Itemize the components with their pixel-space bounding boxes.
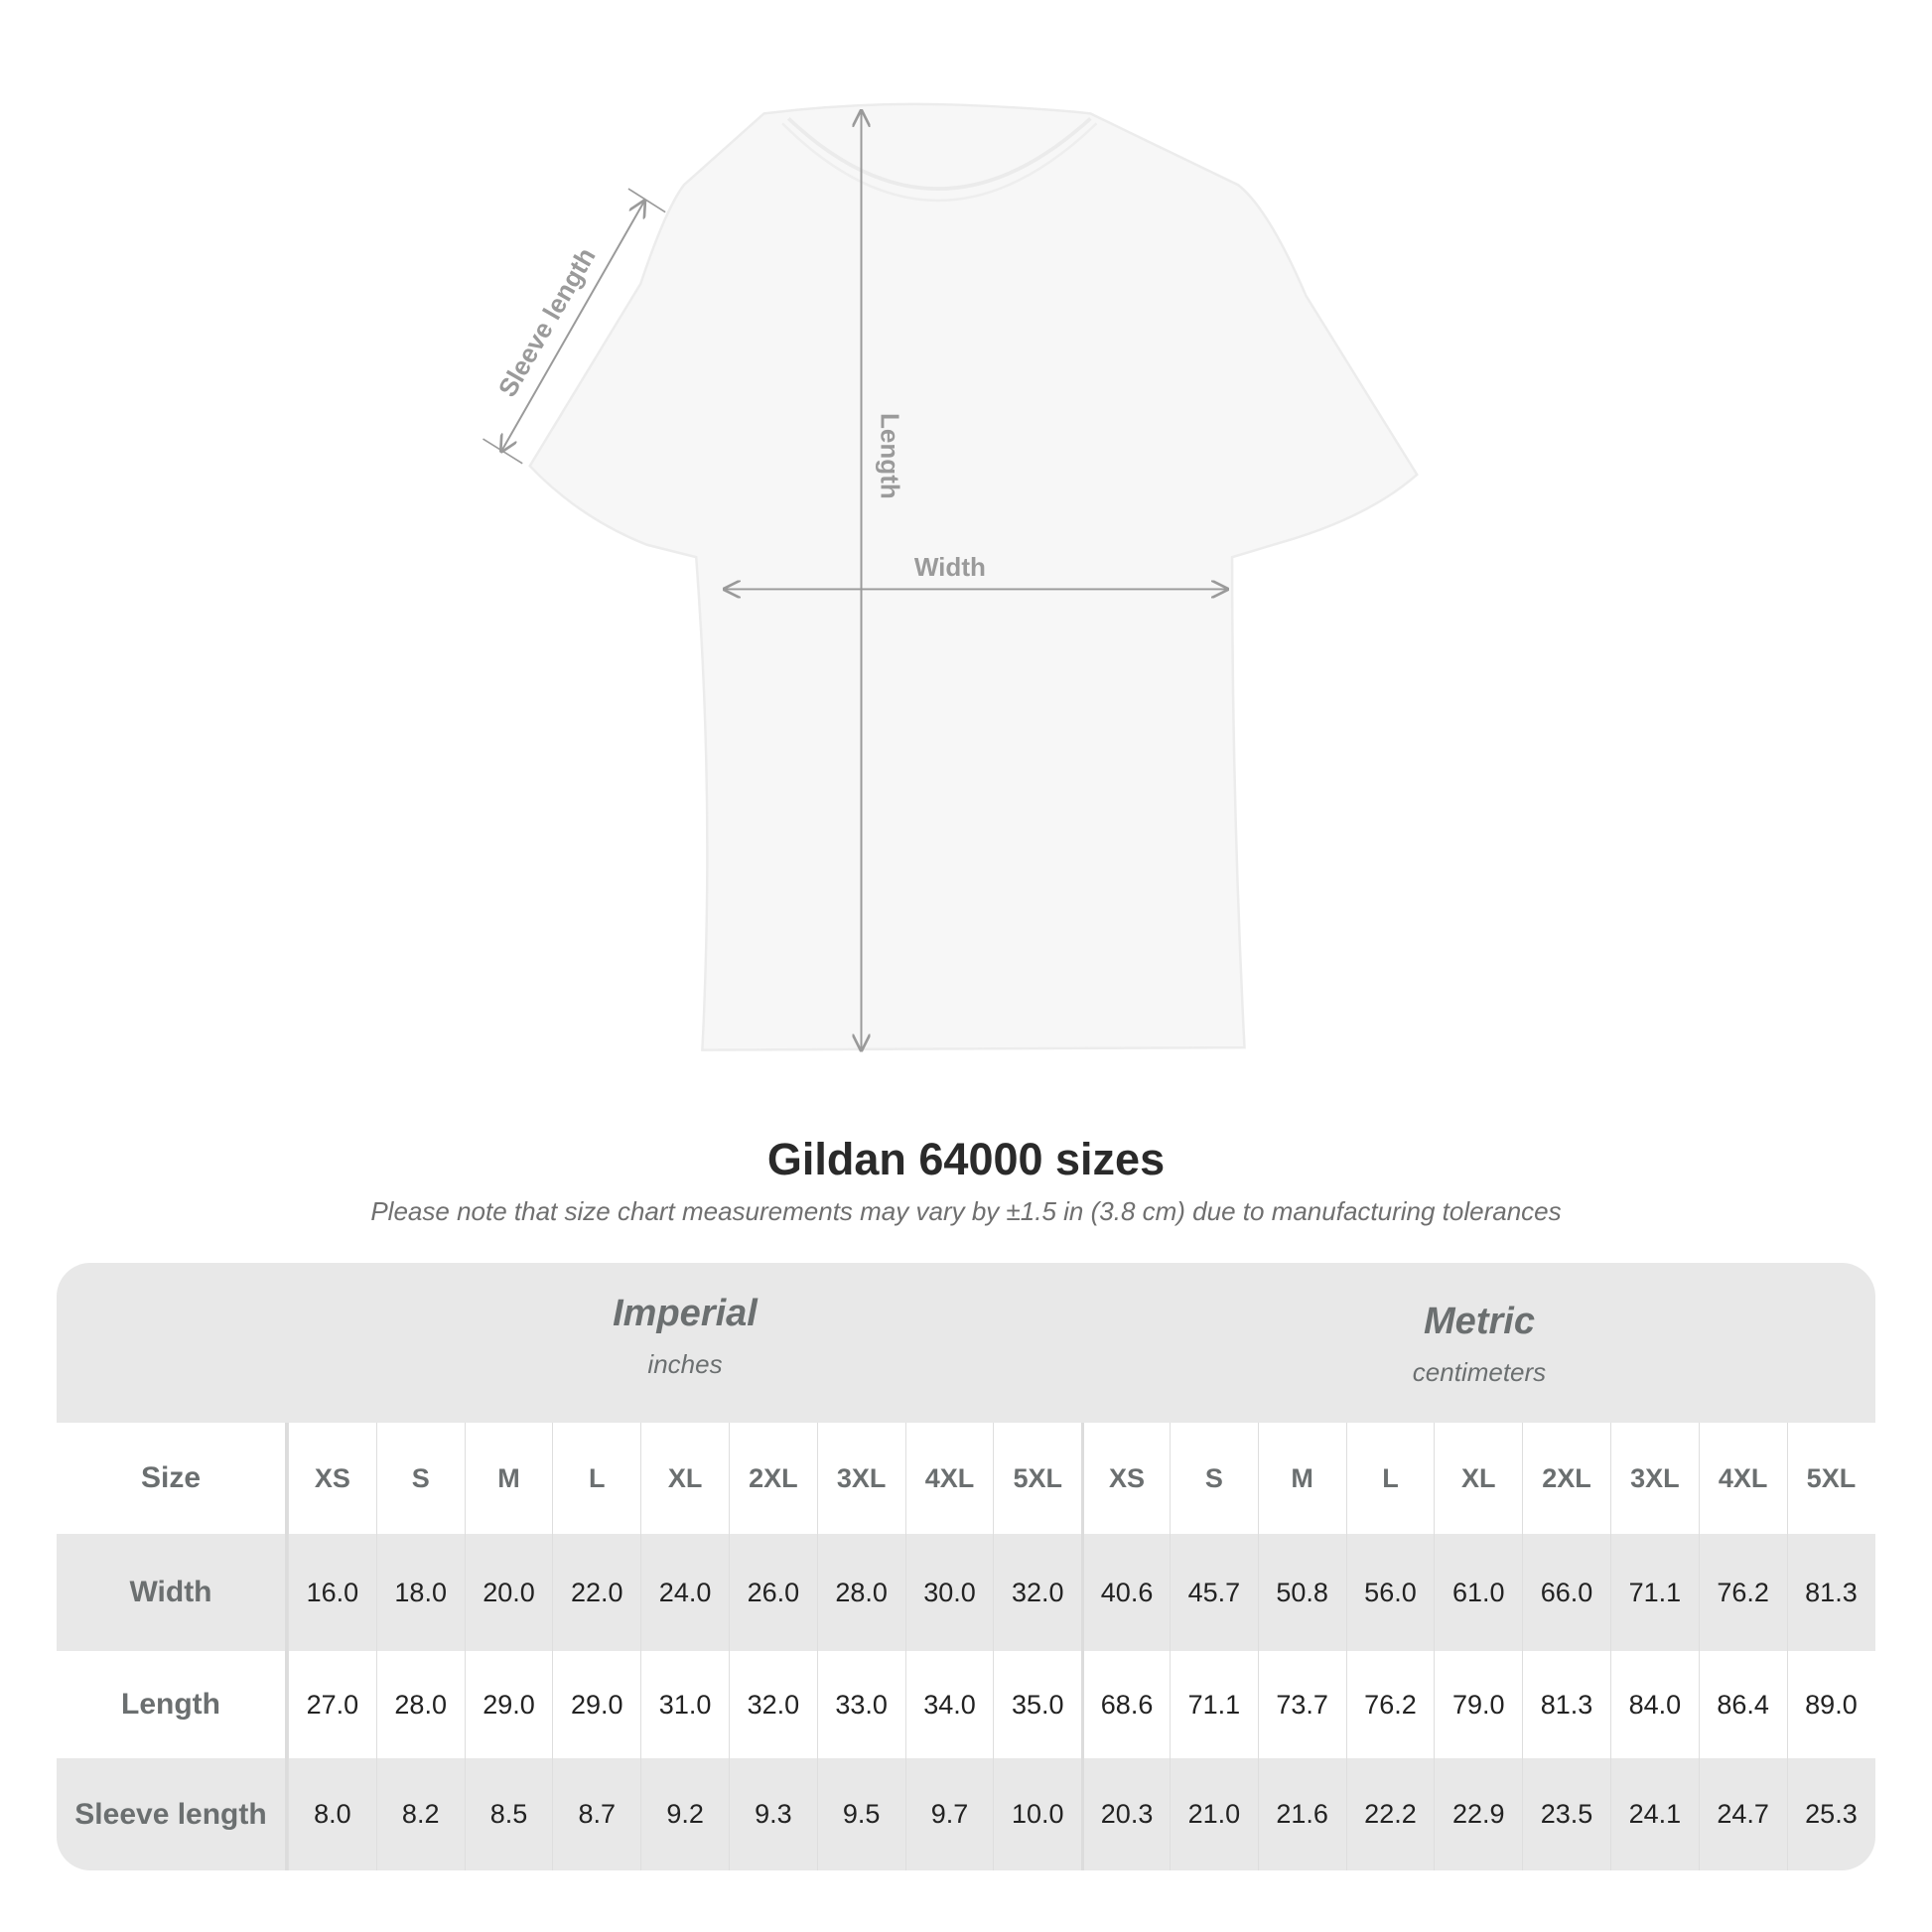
metric-size-5xl: 5XL [1786, 1423, 1875, 1534]
imperial-size-xl: XL [640, 1423, 729, 1534]
metric-value: 71.1 [1169, 1651, 1258, 1758]
imperial-value: 28.0 [816, 1534, 905, 1651]
metric-size-4xl: 4XL [1698, 1423, 1787, 1534]
length-label: Length [875, 413, 904, 499]
metric-value: 21.6 [1257, 1758, 1346, 1870]
tolerance-note: Please note that size chart measurements… [370, 1196, 1562, 1226]
row-label: Sleeve length [57, 1758, 288, 1870]
imperial-value: 24.0 [640, 1534, 729, 1651]
imperial-value: 34.0 [904, 1651, 994, 1758]
imperial-size-xs: XS [288, 1423, 376, 1534]
metric-size-s: S [1169, 1423, 1258, 1534]
row-label: Length [57, 1651, 288, 1758]
metric-value: 40.6 [1081, 1534, 1170, 1651]
metric-title: Metric [1424, 1301, 1535, 1342]
imperial-value: 9.7 [904, 1758, 994, 1870]
imperial-value: 22.0 [552, 1534, 640, 1651]
metric-value: 25.3 [1786, 1758, 1875, 1870]
size-row: Size XS S M L XL 2XL 3XL 4XL 5XL XS S M L XL 2XL 3XL 4XL 5… [57, 1423, 1875, 1534]
metric-value: 89.0 [1786, 1651, 1875, 1758]
imperial-value: 9.5 [816, 1758, 905, 1870]
metric-value: 81.3 [1522, 1651, 1610, 1758]
metric-value: 21.0 [1169, 1758, 1258, 1870]
imperial-value: 35.0 [993, 1651, 1081, 1758]
metric-value: 73.7 [1257, 1651, 1346, 1758]
imperial-value: 18.0 [375, 1534, 465, 1651]
tshirt-shape [528, 102, 1419, 1051]
metric-unit: centimeters [1412, 1357, 1547, 1387]
imperial-value: 10.0 [993, 1758, 1081, 1870]
imperial-value: 9.2 [640, 1758, 729, 1870]
table-row: Sleeve length 8.0 8.2 8.5 8.7 9.2 9.3 9.5 9.7 10.… [57, 1758, 1875, 1870]
width-label: Width [914, 552, 986, 582]
imperial-value: 8.7 [552, 1758, 640, 1870]
imperial-size-m: M [464, 1423, 553, 1534]
table-row: Width 16.0 18.0 20.0 22.0 24.0 26.0 28.0 30.0 32.… [57, 1534, 1875, 1651]
imperial-size-4xl: 4XL [904, 1423, 994, 1534]
imperial-value: 8.5 [464, 1758, 553, 1870]
imperial-value: 8.0 [288, 1758, 376, 1870]
metric-value: 22.2 [1345, 1758, 1435, 1870]
metric-value: 84.0 [1609, 1651, 1699, 1758]
metric-size-xl: XL [1434, 1423, 1522, 1534]
metric-value: 24.7 [1698, 1758, 1787, 1870]
table-row: Length 27.0 28.0 29.0 29.0 31.0 32.0 33.0 34.0 35… [57, 1651, 1875, 1758]
metric-value: 61.0 [1434, 1534, 1522, 1651]
imperial-value: 8.2 [375, 1758, 465, 1870]
imperial-header: Imperial inches [288, 1293, 1082, 1380]
metric-size-2xl: 2XL [1522, 1423, 1610, 1534]
metric-value: 56.0 [1345, 1534, 1435, 1651]
size-table: Imperial inches Metric centimeters Size X… [57, 1263, 1875, 1870]
imperial-value: 31.0 [640, 1651, 729, 1758]
metric-value: 50.8 [1257, 1534, 1346, 1651]
imperial-value: 32.0 [728, 1651, 817, 1758]
tshirt-diagram: Length Width Sleeve length [483, 102, 1419, 1092]
page-title: Gildan 64000 sizes [766, 1134, 1166, 1184]
imperial-value: 16.0 [288, 1534, 376, 1651]
metric-value: 68.6 [1081, 1651, 1170, 1758]
imperial-value: 29.0 [552, 1651, 640, 1758]
metric-value: 81.3 [1786, 1534, 1875, 1651]
imperial-value: 33.0 [816, 1651, 905, 1758]
metric-size-xs: XS [1081, 1423, 1170, 1534]
imperial-value: 20.0 [464, 1534, 553, 1651]
imperial-size-s: S [375, 1423, 465, 1534]
metric-value: 76.2 [1345, 1651, 1435, 1758]
metric-value: 66.0 [1522, 1534, 1610, 1651]
metric-value: 86.4 [1698, 1651, 1787, 1758]
imperial-value: 30.0 [904, 1534, 994, 1651]
metric-header: Metric centimeters [1082, 1301, 1875, 1388]
metric-size-l: L [1345, 1423, 1435, 1534]
imperial-title: Imperial [613, 1293, 758, 1334]
imperial-size-3xl: 3XL [816, 1423, 905, 1534]
row-label: Width [57, 1534, 288, 1651]
metric-value: 45.7 [1169, 1534, 1258, 1651]
metric-value: 24.1 [1609, 1758, 1699, 1870]
sleeve-measure-line [501, 202, 644, 452]
imperial-size-5xl: 5XL [993, 1423, 1081, 1534]
metric-value: 22.9 [1434, 1758, 1522, 1870]
metric-value: 79.0 [1434, 1651, 1522, 1758]
metric-value: 71.1 [1609, 1534, 1699, 1651]
imperial-value: 28.0 [375, 1651, 465, 1758]
imperial-unit: inches [647, 1349, 723, 1379]
metric-value: 20.3 [1081, 1758, 1170, 1870]
imperial-value: 26.0 [728, 1534, 817, 1651]
metric-size-3xl: 3XL [1609, 1423, 1699, 1534]
metric-value: 23.5 [1522, 1758, 1610, 1870]
imperial-value: 9.3 [728, 1758, 817, 1870]
imperial-value: 32.0 [993, 1534, 1081, 1651]
metric-value: 76.2 [1698, 1534, 1787, 1651]
metric-size-m: M [1257, 1423, 1346, 1534]
imperial-value: 29.0 [464, 1651, 553, 1758]
units-header [57, 1263, 1875, 1423]
imperial-value: 27.0 [288, 1651, 376, 1758]
imperial-size-2xl: 2XL [728, 1423, 817, 1534]
imperial-size-l: L [552, 1423, 640, 1534]
size-label: Size [57, 1423, 288, 1534]
